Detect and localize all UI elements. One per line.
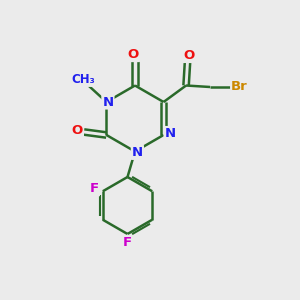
Text: N: N: [165, 127, 176, 140]
Text: N: N: [102, 95, 113, 109]
Text: F: F: [90, 182, 99, 195]
Text: N: N: [132, 146, 143, 159]
Text: O: O: [72, 124, 83, 137]
Text: F: F: [122, 236, 131, 249]
Text: CH₃: CH₃: [71, 73, 95, 86]
Text: Br: Br: [231, 80, 248, 93]
Text: O: O: [128, 48, 139, 61]
Text: O: O: [184, 49, 195, 62]
